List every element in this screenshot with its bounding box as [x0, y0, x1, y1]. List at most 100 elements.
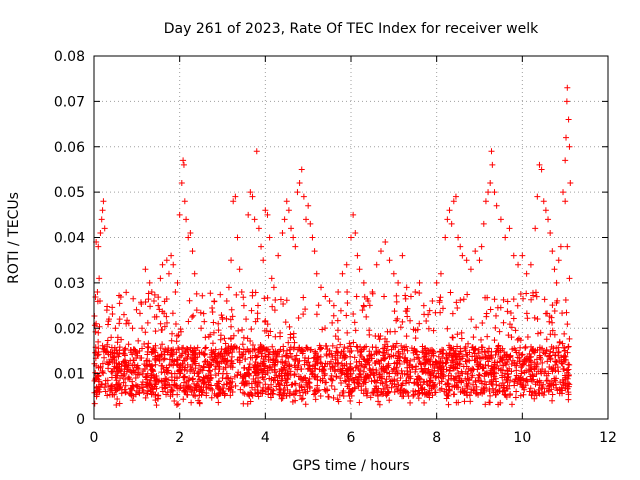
data-point	[528, 361, 535, 368]
data-point	[116, 361, 123, 368]
data-point	[260, 356, 267, 363]
data-point	[156, 306, 163, 313]
data-point	[352, 229, 359, 236]
data-point	[125, 375, 132, 382]
data-point	[181, 373, 188, 380]
data-point	[491, 189, 498, 196]
data-point	[133, 306, 140, 313]
data-point	[493, 381, 500, 388]
data-point	[398, 367, 405, 374]
data-point	[251, 216, 258, 223]
data-point	[558, 360, 565, 367]
data-point	[129, 325, 136, 332]
data-point	[314, 382, 321, 389]
data-point	[495, 342, 502, 349]
data-point	[161, 378, 168, 385]
data-point	[415, 395, 422, 402]
data-point	[458, 335, 465, 342]
data-point	[144, 351, 151, 358]
data-point	[446, 207, 453, 214]
data-point	[94, 352, 101, 359]
data-point	[422, 359, 429, 366]
data-point	[470, 366, 477, 373]
data-point	[152, 328, 159, 335]
data-point	[451, 391, 458, 398]
data-point	[165, 367, 172, 374]
data-point	[491, 359, 498, 366]
data-point	[497, 347, 504, 354]
data-point	[196, 362, 203, 369]
data-point	[271, 366, 278, 373]
data-point	[504, 298, 511, 305]
x-tick-label: 4	[261, 430, 270, 446]
data-point	[292, 380, 299, 387]
data-point	[353, 293, 360, 300]
data-point	[379, 352, 386, 359]
data-point	[390, 352, 397, 359]
data-point	[383, 338, 390, 345]
data-point	[424, 381, 431, 388]
data-point	[519, 252, 526, 259]
data-point	[418, 365, 425, 372]
data-point	[296, 357, 303, 364]
data-point	[534, 361, 541, 368]
data-point	[504, 359, 511, 365]
data-point	[121, 362, 128, 369]
data-point	[278, 377, 285, 384]
data-point	[457, 348, 464, 355]
data-point	[277, 346, 284, 353]
data-point	[308, 367, 315, 374]
data-point	[497, 399, 504, 406]
data-point	[238, 288, 245, 295]
data-point	[333, 348, 340, 355]
data-point	[97, 229, 104, 236]
data-point	[523, 290, 530, 297]
data-point	[307, 347, 314, 354]
data-point	[510, 296, 517, 303]
data-point	[407, 293, 414, 300]
data-point	[356, 370, 363, 377]
data-point	[292, 355, 299, 362]
data-point	[499, 374, 506, 381]
data-point	[133, 383, 140, 390]
data-point	[564, 84, 571, 91]
data-point	[549, 302, 556, 309]
data-point	[330, 394, 337, 401]
data-point	[482, 198, 489, 205]
data-point	[436, 380, 443, 387]
data-point	[173, 338, 180, 345]
data-point	[266, 234, 273, 241]
data-point	[191, 380, 198, 387]
data-point	[227, 387, 234, 394]
data-point	[236, 345, 243, 352]
data-point	[231, 373, 238, 380]
data-point	[172, 288, 179, 295]
data-point	[201, 318, 208, 325]
data-point	[402, 292, 409, 299]
data-point	[299, 395, 306, 402]
data-point	[303, 216, 310, 223]
data-point	[173, 374, 180, 381]
data-point	[368, 355, 375, 362]
data-point	[444, 216, 451, 223]
data-point	[255, 225, 262, 232]
data-point	[447, 289, 454, 296]
data-point	[197, 309, 204, 316]
data-point	[488, 378, 495, 385]
data-point	[563, 134, 570, 141]
data-point	[95, 243, 102, 250]
data-point	[513, 388, 520, 395]
data-point	[466, 377, 473, 384]
data-point	[377, 248, 384, 255]
data-point	[365, 298, 372, 305]
data-point	[127, 346, 134, 353]
data-point	[348, 347, 355, 354]
data-point	[104, 377, 111, 384]
data-point	[549, 397, 556, 404]
data-point	[362, 379, 369, 386]
data-point	[448, 354, 455, 361]
data-point	[101, 354, 108, 361]
data-point	[288, 353, 295, 360]
data-point	[360, 303, 367, 310]
data-point	[113, 387, 120, 394]
